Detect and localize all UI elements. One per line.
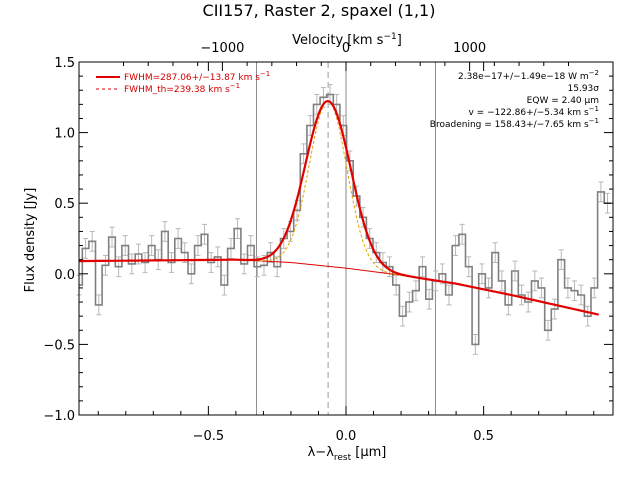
y-tick-label: 1.5: [54, 56, 75, 71]
flux-step-series: [79, 93, 611, 346]
top-tick-label: 0: [342, 41, 350, 56]
gaussian-fit-line: [79, 99, 599, 316]
y-tick-label: −0.5: [43, 338, 75, 353]
y-tick-label: 0.0: [54, 268, 75, 283]
top-tick-label: −1000: [200, 41, 244, 56]
annotation-eqw: EQW = 2.40 μm: [527, 96, 599, 106]
reference-lines: [256, 62, 436, 415]
annotation-significance: 15.93σ: [568, 84, 600, 94]
flux-step-line: [79, 93, 611, 346]
x-tick-label: −0.5: [193, 429, 225, 444]
annotation-flux: 2.38e−17+/−1.49e−18 W m−2: [458, 69, 599, 82]
y-tick-label: 1.0: [54, 127, 75, 142]
x-tick-label: 0.0: [336, 429, 357, 444]
legend-label-fwhm: FWHM=287.06+/−13.87 km s−1: [124, 70, 270, 83]
annotation-velocity: v = −122.86+/−5.34 km s−1: [469, 105, 600, 118]
x-tick-label: 0.5: [473, 429, 494, 444]
legend: FWHM=287.06+/−13.87 km s−1 FWHM_th=239.3…: [96, 70, 270, 95]
baseline-fit-line: [79, 259, 599, 316]
x-axis-label: λ−λrest [μm]: [308, 445, 387, 463]
y-tick-label: 0.5: [54, 197, 75, 212]
axis-ticks: −0.5 0.0 0.5 −1000 0 1000 −1.0 −0.5 0.0 0.5 1.0 1.5: [43, 41, 613, 444]
fit-annotations: 2.38e−17+/−1.49e−18 W m−2 15.93σ EQW = 2…: [430, 69, 599, 130]
legend-label-fwhm-th: FWHM_th=239.38 km s−1: [124, 82, 240, 95]
top-tick-label: 1000: [453, 41, 486, 56]
top-axis-label: Velocity [km s−1]: [292, 32, 402, 48]
annotation-broadening: Broadening = 158.43+/−7.65 km s−1: [430, 117, 599, 130]
chart-title: CII157, Raster 2, spaxel (1,1): [203, 1, 436, 20]
y-axis-label: Flux density [Jy]: [23, 188, 38, 293]
y-tick-label: −1.0: [43, 409, 75, 424]
fit-curves: [79, 99, 599, 316]
